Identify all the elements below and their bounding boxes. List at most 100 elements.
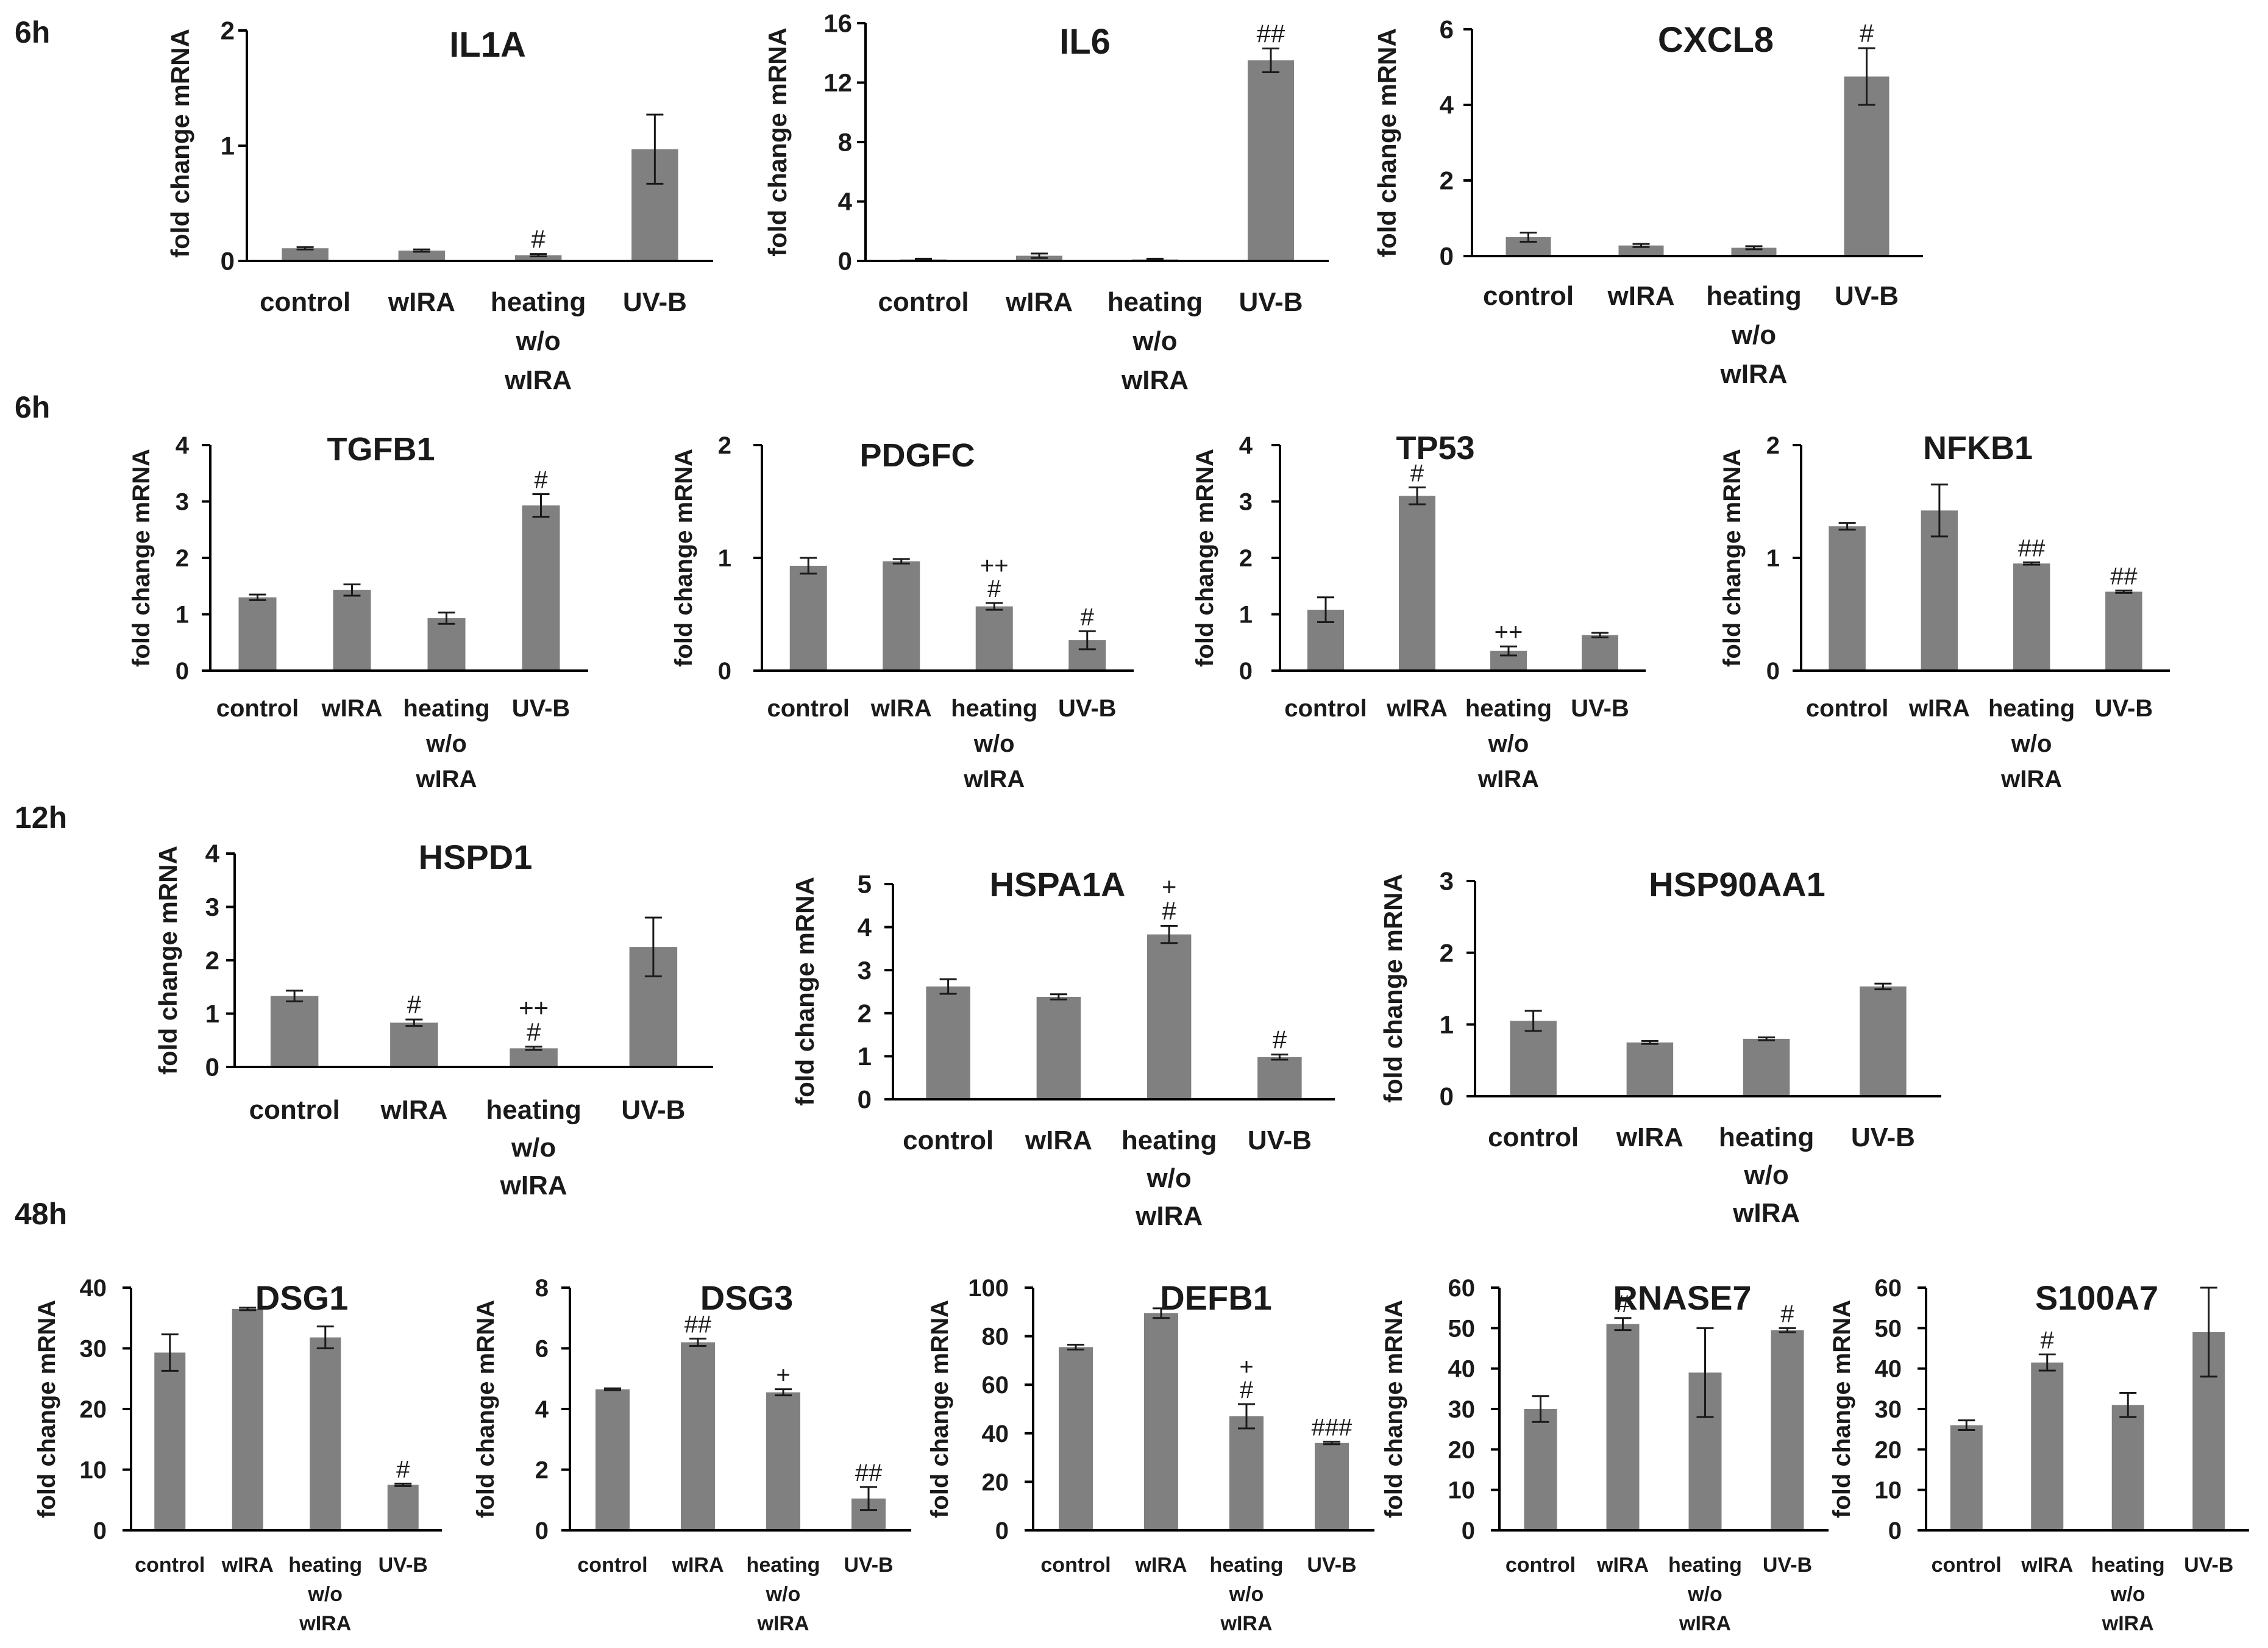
significance-mark: ## [2110,563,2138,590]
category-label: control [216,695,299,722]
chart-title: PDGFC [860,437,975,474]
chart-title: DSG3 [700,1279,794,1317]
y-tick-label: 40 [80,1275,107,1302]
category-label: heating [951,695,1037,722]
y-tick-label: 4 [1440,91,1454,119]
y-tick-label: 20 [1448,1436,1476,1463]
category-label: w/o [1731,320,1776,350]
category-label: w/o [2110,1583,2145,1606]
category-label: heating [1706,281,1801,311]
y-tick-label: 4 [1239,432,1253,459]
row-label: 12h [15,801,67,835]
category-label: wIRA [504,365,572,395]
category-label: heating [1719,1122,1814,1152]
chart-title: IL6 [1059,22,1111,62]
chart-title: TGFB1 [327,431,435,468]
category-label: UV-B [512,695,571,722]
bar [2111,1405,2144,1530]
chart-panel-hsp90aa1: 0 1 2 3 control wIRA heating w/o wIRA UV-B HSP90AA… [1379,865,1941,1228]
significance-mark: ## [684,1311,712,1338]
significance-mark: # [1780,1300,1794,1327]
y-axis-label: fold change mRNA [926,1300,953,1518]
category-label: UV-B [1058,695,1117,722]
category-label: wIRA [1135,1201,1203,1231]
bar [1618,245,1664,256]
category-label: wIRA [2000,766,2062,793]
y-tick-label: 0 [205,1053,219,1082]
bar [595,1389,630,1530]
category-label: control [577,1553,647,1577]
chart-title: NFKB1 [1923,430,2033,466]
chart-title: DEFB1 [1160,1279,1272,1317]
y-tick-label: 0 [221,247,235,276]
y-tick-label: 2 [858,999,872,1028]
bar [1524,1409,1557,1530]
y-axis-label: fold change mRNA [1192,449,1218,667]
significance-mark: ## [2018,535,2046,562]
chart-panel-rnase7: 0 10 20 30 40 50 60 control # wIRA heating w/o wIRA #… [1381,1275,1829,1635]
y-tick-label: 0 [1440,242,1454,271]
y-tick-label: 1 [1766,545,1780,572]
y-axis-label: fold change mRNA [1373,28,1401,257]
category-label: control [1932,1553,2002,1577]
y-tick-label: 1 [1239,602,1253,629]
category-label: w/o [2011,730,2052,757]
significance-mark: ### [1312,1414,1353,1441]
category-label: UV-B [1763,1553,1812,1577]
category-label: control [1284,695,1367,722]
significance-mark: # [531,225,546,254]
bar [333,590,371,671]
chart-panel-il6: 0 4 8 12 16 control wIRA heating w/o wIRA ## UV-B IL… [763,9,1329,395]
category-label: wIRA [1121,365,1189,395]
category-label: wIRA [1679,1612,1731,1635]
category-label: UV-B [623,287,687,317]
bar [1829,526,1866,671]
bar [154,1352,186,1530]
chart-title: HSP90AA1 [1649,865,1825,904]
y-tick-label: 8 [535,1275,549,1302]
y-tick-label: 1 [1440,1010,1454,1039]
y-tick-label: 40 [982,1421,1009,1447]
y-tick-label: 1 [718,545,731,572]
bar [427,618,466,671]
bar [1743,1038,1790,1096]
bar [522,505,560,671]
bar [398,250,446,261]
category-label: wIRA [2021,1553,2073,1577]
significance-mark: # [1162,896,1176,925]
category-label: UV-B [1239,287,1303,317]
chart-panel-cxcl8: 0 2 4 6 control wIRA heating w/o wIRA # UV-B CXCL8 f… [1373,15,1923,389]
category-label: wIRA [380,1095,447,1125]
y-tick-label: 1 [858,1042,872,1071]
category-label: UV-B [379,1553,428,1577]
bar [514,255,562,261]
category-label: wIRA [1616,1122,1683,1152]
y-tick-label: 5 [858,870,872,899]
category-label: wIRA [870,695,932,722]
category-label: wIRA [1720,359,1788,389]
category-label: wIRA [1025,1125,1092,1155]
category-label: heating [1122,1125,1217,1155]
y-tick-label: 1 [221,132,235,160]
significance-mark: + [1239,1354,1253,1380]
y-tick-label: 4 [838,187,853,216]
bar [1036,996,1081,1099]
y-tick-label: 2 [1239,545,1253,572]
chart-panel-hspd1: 01234control#wIRA#++heatingw/owIRAUV-BHS… [154,838,713,1200]
bar [232,1308,263,1530]
significance-mark: # [407,990,422,1019]
category-label: UV-B [2184,1553,2233,1577]
bar [1860,986,1907,1096]
chart-title: DSG1 [255,1279,349,1317]
category-label: UV-B [1307,1553,1356,1577]
category-label: wIRA [416,766,477,793]
bar [883,561,920,671]
category-label: heating [486,1095,581,1125]
bar [1399,496,1435,671]
y-axis-label: fold change mRNA [670,449,697,667]
y-tick-label: 1 [205,999,219,1028]
y-tick-label: 6 [1440,15,1454,44]
y-tick-label: 2 [718,432,731,459]
